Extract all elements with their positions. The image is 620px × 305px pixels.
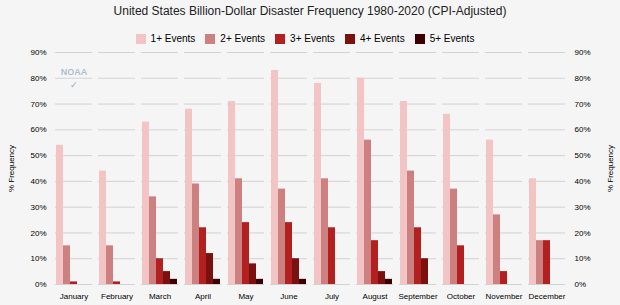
svg-text:30%: 30% [30, 203, 46, 212]
html-text:United States Billion-Dollar D: United States Billion-Dollar Disaster Fr… [113, 4, 507, 18]
svg-text:90%: 90% [30, 48, 46, 57]
svg-text:60%: 60% [575, 125, 591, 134]
svg-text:February: February [101, 292, 133, 301]
svg-text:August: August [363, 292, 389, 301]
svg-text:% Frequency: % Frequency [606, 145, 615, 192]
svg-text:March: March [149, 292, 171, 301]
svg-text:80%: 80% [575, 74, 591, 83]
svg-text:30%: 30% [575, 203, 591, 212]
svg-text:90%: 90% [575, 48, 591, 57]
svg-text:70%: 70% [575, 100, 591, 109]
svg-text:December: December [529, 292, 566, 301]
svg-text:November: November [486, 292, 523, 301]
html-text:3+ Events: 3+ Events [290, 33, 335, 44]
svg-text:10%: 10% [30, 254, 46, 263]
svg-text:70%: 70% [30, 100, 46, 109]
html-text:1+ Events: 1+ Events [150, 33, 196, 44]
svg-text:60%: 60% [30, 125, 46, 134]
svg-text:20%: 20% [30, 229, 46, 238]
svg-text:June: June [280, 292, 298, 301]
svg-text:20%: 20% [575, 229, 591, 238]
svg-text:NOAA: NOAA [61, 67, 88, 77]
html-text:4+ Events: 4+ Events [359, 33, 405, 44]
svg-text:50%: 50% [30, 151, 46, 160]
svg-text:July: July [325, 292, 339, 301]
svg-text:April: April [195, 292, 211, 301]
svg-text:80%: 80% [30, 74, 46, 83]
svg-text:January: January [60, 292, 88, 301]
svg-text:May: May [238, 292, 253, 301]
svg-text:50%: 50% [575, 151, 591, 160]
svg-text:10%: 10% [575, 254, 591, 263]
svg-text:0%: 0% [35, 280, 47, 289]
svg-text:40%: 40% [30, 177, 46, 186]
svg-text:✓: ✓ [70, 80, 78, 90]
svg-text:October: October [447, 292, 476, 301]
svg-text:0%: 0% [575, 280, 587, 289]
svg-text:September: September [398, 292, 437, 301]
svg-text:40%: 40% [575, 177, 591, 186]
svg-text:% Frequency: % Frequency [7, 145, 16, 192]
html-text:2+ Events: 2+ Events [220, 33, 266, 44]
html-text:5+ Events: 5+ Events [429, 33, 475, 44]
